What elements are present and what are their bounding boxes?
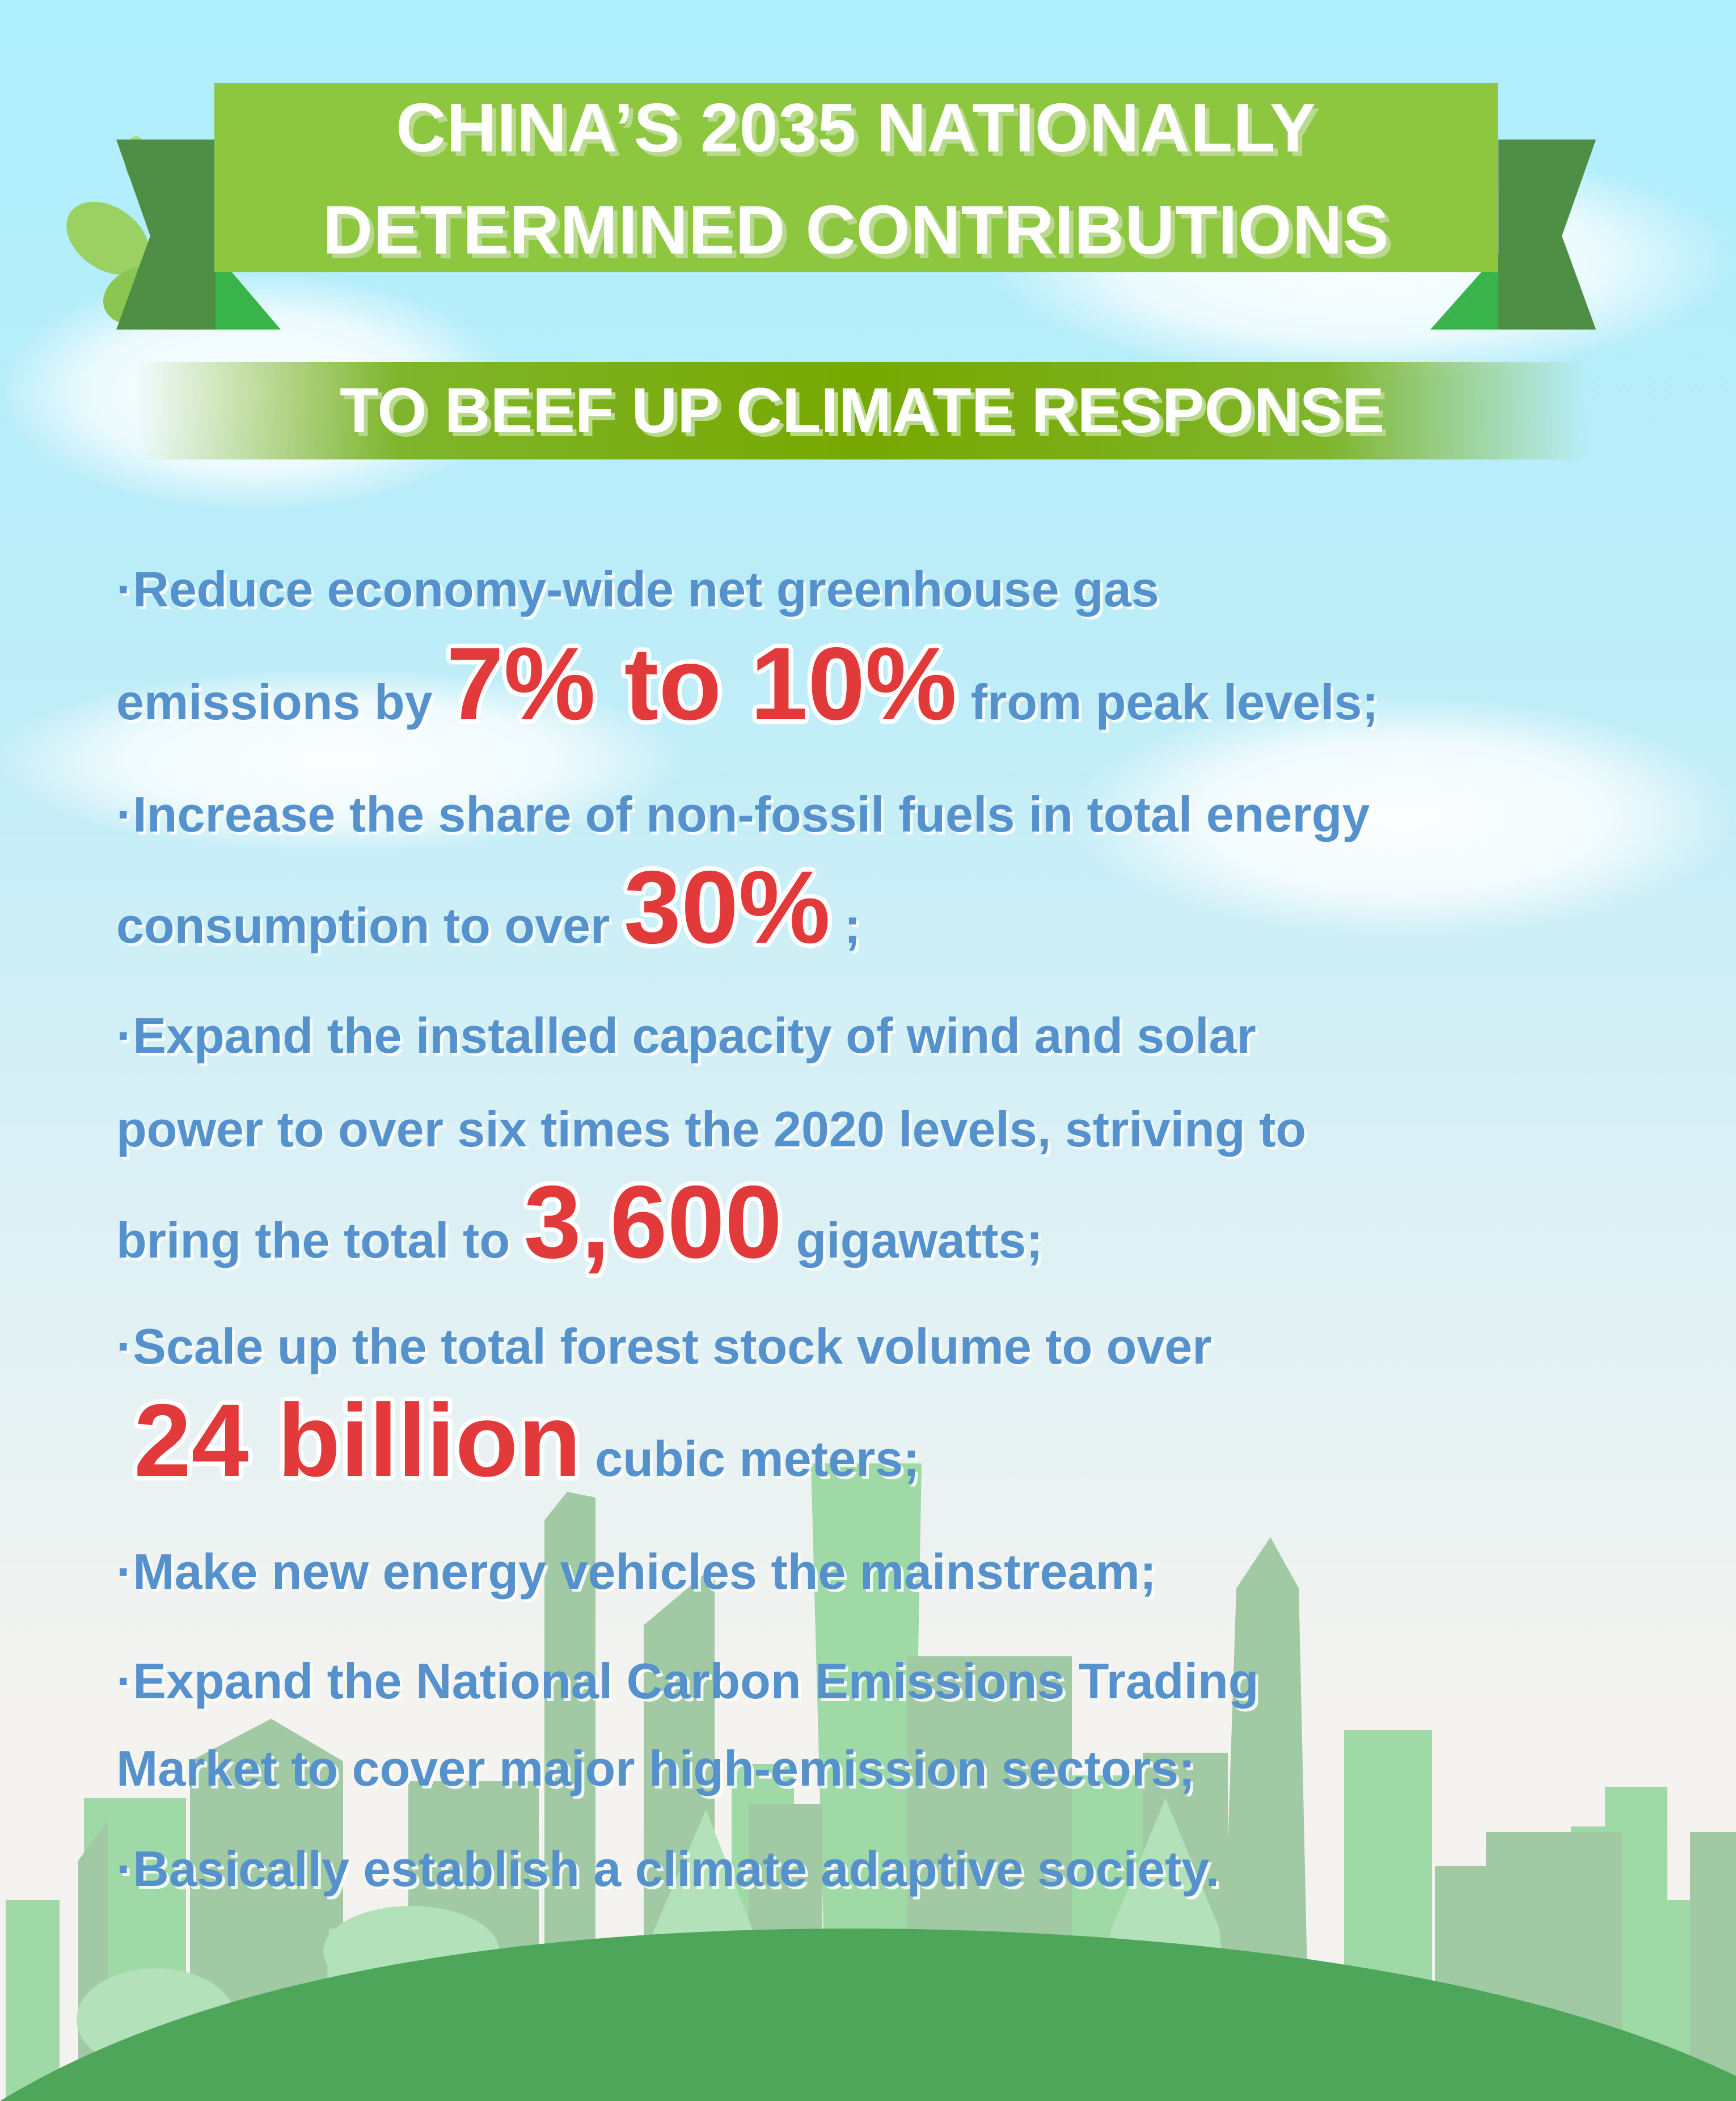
title-line-1: CHINA’S 2035 NATIONALLY <box>396 89 1316 166</box>
title-banner <box>214 83 1498 272</box>
bullet-text: ; <box>830 897 861 954</box>
highlight-figure: 30% <box>623 849 830 965</box>
bullet-3-line-3: bring the total to 3,600 gigawatts; <box>116 1165 1043 1279</box>
bullet-text: ·Expand the National Carbon Emissions Tr… <box>116 1653 1259 1709</box>
bullet-6-line-1: ·Expand the National Carbon Emissions Tr… <box>116 1625 1259 1738</box>
bullet-text: bring the total to <box>116 1212 524 1268</box>
bullet-text: Market to cover major high-emission sect… <box>116 1740 1196 1796</box>
bullet-text: ·Increase the share of non-fossil fuels … <box>116 786 1370 842</box>
bullet-1-line-2: emissions by 7% to 10% from peak levels; <box>116 627 1379 740</box>
bullet-text: ·Make new energy vehicles the mainstream… <box>116 1543 1157 1600</box>
bullet-text: ·Reduce economy-wide net greenhouse gas <box>116 561 1159 617</box>
subtitle-bar <box>136 362 1588 459</box>
bullet-text: power to over six times the 2020 levels,… <box>116 1101 1307 1157</box>
cloud-decoration <box>1078 698 1730 936</box>
bullet-2-line-1: ·Increase the share of non-fossil fuels … <box>116 758 1370 871</box>
bullet-6-line-2: Market to cover major high-emission sect… <box>116 1712 1195 1825</box>
highlight-figure: 24 billion <box>134 1382 581 1498</box>
bullet-5-line-1: ·Make new energy vehicles the mainstream… <box>116 1515 1156 1629</box>
bullet-3-line-1: ·Expand the installed capacity of wind a… <box>116 979 1256 1092</box>
bullet-3-line-2: power to over six times the 2020 levels,… <box>116 1073 1306 1186</box>
highlight-figure: 7% to 10% <box>446 626 957 741</box>
bullet-7-line-1: ·Basically establish a climate adaptive … <box>116 1812 1219 1926</box>
bullet-4-line-1: ·Scale up the total forest stock volume … <box>116 1290 1212 1403</box>
bullet-text: gigawatts; <box>782 1212 1043 1268</box>
bullet-text: emissions by <box>116 674 447 730</box>
bullet-text: consumption to over <box>116 897 624 954</box>
bullet-1-line-1: ·Reduce economy-wide net greenhouse gas <box>116 533 1159 646</box>
bullet-text: ·Expand the installed capacity of wind a… <box>116 1007 1256 1064</box>
bullet-text: ·Scale up the total forest stock volume … <box>116 1318 1212 1374</box>
highlight-figure: 3,600 <box>523 1164 783 1280</box>
green-hill <box>0 1929 1736 2101</box>
bullet-text: cubic meters; <box>581 1431 920 1487</box>
bullet-2-line-2: consumption to over 30% ; <box>116 850 861 964</box>
bullet-text: from peak levels; <box>957 674 1379 730</box>
bullet-4-line-2: 24 billion cubic meters; <box>134 1383 919 1497</box>
subtitle: TO BEEF UP CLIMATE RESPONSE <box>339 375 1385 446</box>
cloud-decoration <box>0 669 681 851</box>
title-line-2: DETERMINED CONTRIBUTIONS <box>322 191 1390 268</box>
bullet-text: ·Basically establish a climate adaptive … <box>116 1841 1220 1897</box>
